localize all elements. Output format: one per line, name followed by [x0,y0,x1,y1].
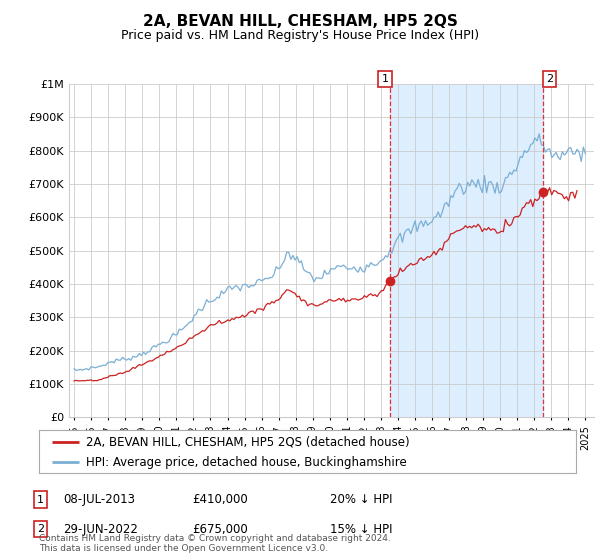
Text: 15% ↓ HPI: 15% ↓ HPI [330,522,392,536]
Text: 2A, BEVAN HILL, CHESHAM, HP5 2QS (detached house): 2A, BEVAN HILL, CHESHAM, HP5 2QS (detach… [86,435,410,448]
Text: 2: 2 [37,524,44,534]
Text: 1: 1 [382,74,388,84]
Text: HPI: Average price, detached house, Buckinghamshire: HPI: Average price, detached house, Buck… [86,456,407,469]
Text: £410,000: £410,000 [192,493,248,506]
Text: Price paid vs. HM Land Registry's House Price Index (HPI): Price paid vs. HM Land Registry's House … [121,29,479,42]
Text: 2: 2 [546,74,553,84]
Text: £675,000: £675,000 [192,522,248,536]
Text: 20% ↓ HPI: 20% ↓ HPI [330,493,392,506]
Text: 08-JUL-2013: 08-JUL-2013 [63,493,135,506]
Bar [390,84,542,417]
Text: 1: 1 [37,494,44,505]
Text: 29-JUN-2022: 29-JUN-2022 [63,522,138,536]
Text: Contains HM Land Registry data © Crown copyright and database right 2024.
This d: Contains HM Land Registry data © Crown c… [39,534,391,553]
Text: 2A, BEVAN HILL, CHESHAM, HP5 2QS: 2A, BEVAN HILL, CHESHAM, HP5 2QS [143,14,457,29]
